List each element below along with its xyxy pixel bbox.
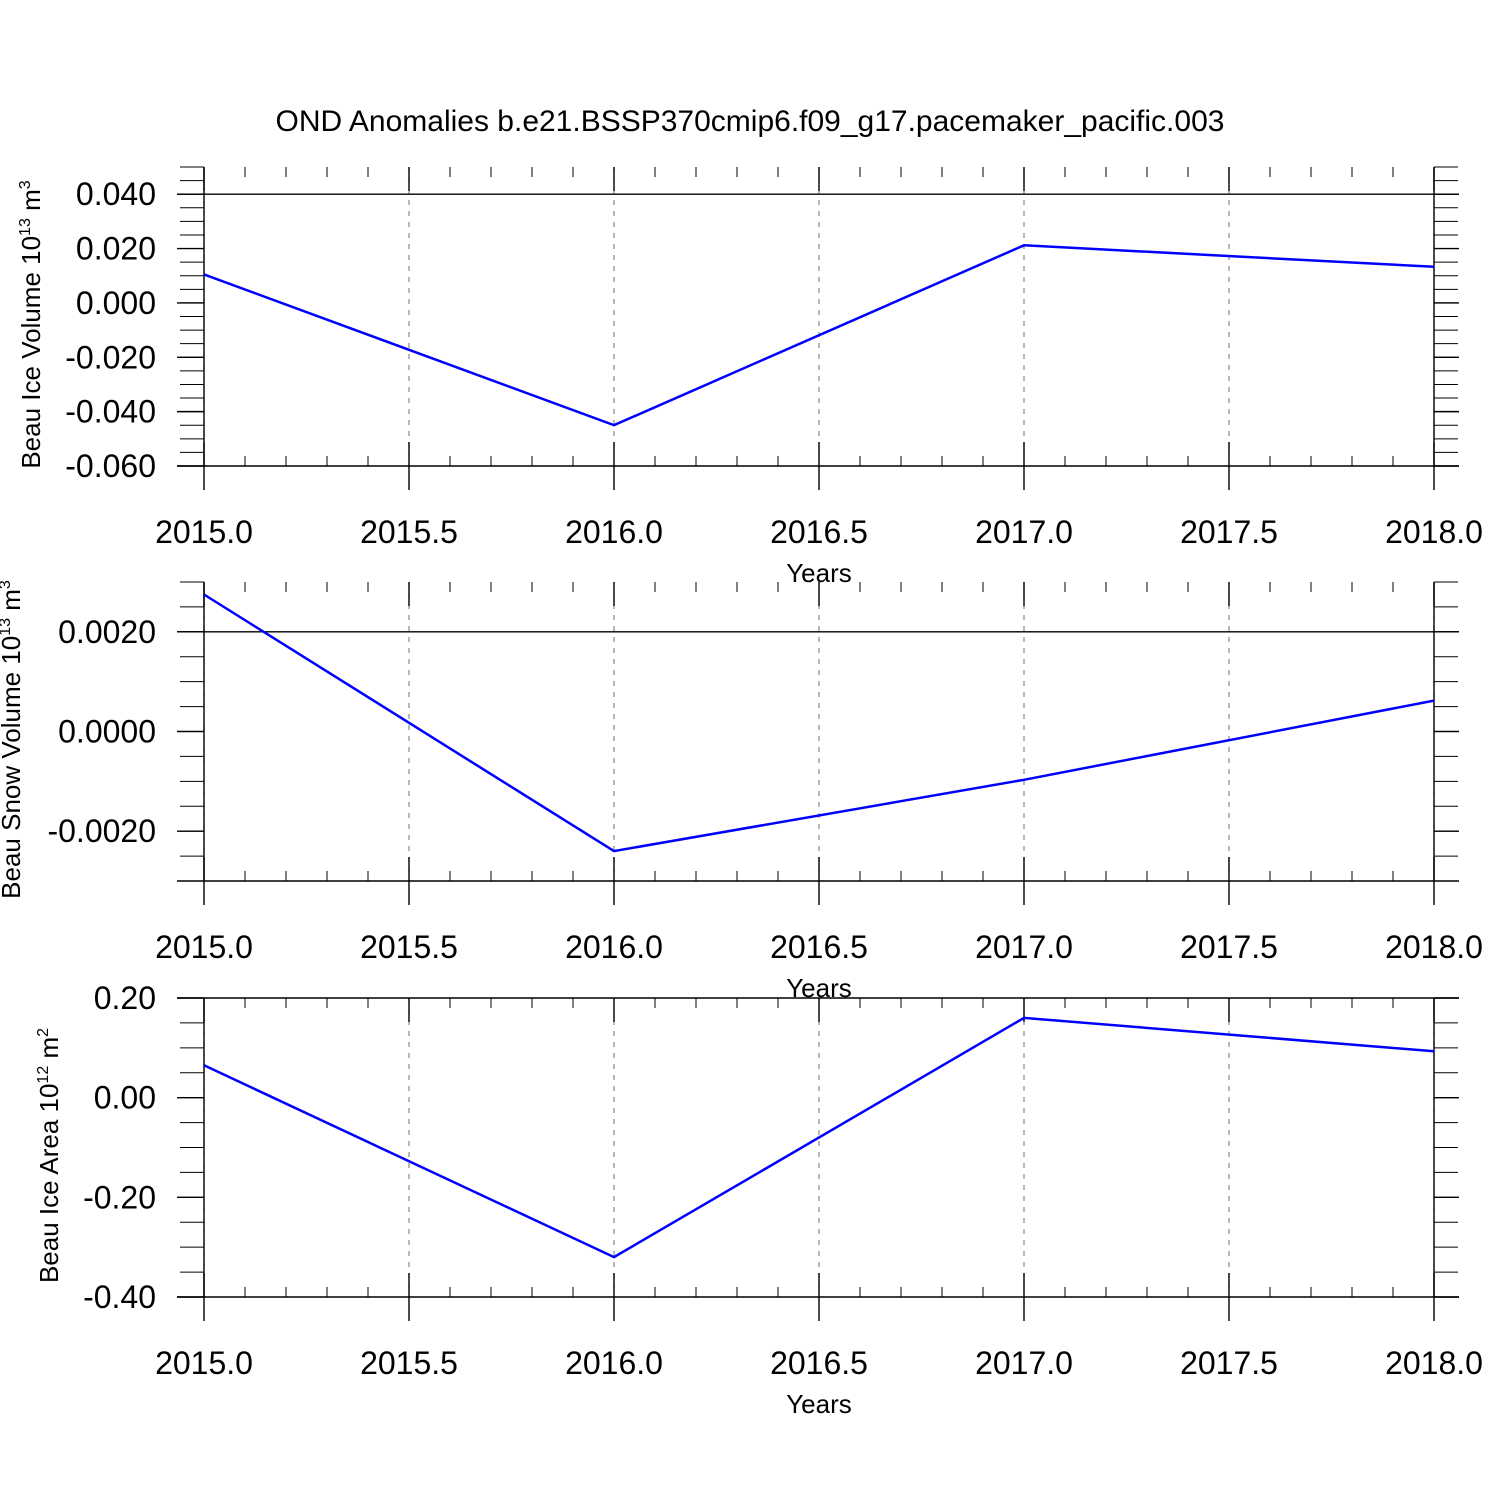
x-tick-label: 2016.5 — [770, 514, 868, 550]
x-tick-label: 2015.0 — [155, 1345, 253, 1381]
panel-3: 2015.0 2015.5 2016.0 2016.5 2017.0 2017.5 2018… — [34, 980, 1483, 1419]
x-tick-label: 2018.0 — [1385, 929, 1483, 965]
x-tick-label: 2015.5 — [360, 929, 458, 965]
x-tick-label: 2015.0 — [155, 929, 253, 965]
x-axis-label: Years — [786, 1389, 852, 1419]
y-tick-label: -0.020 — [65, 339, 156, 375]
y-tick-label: -0.040 — [65, 394, 156, 430]
panels: 2015.0 2015.5 2016.0 2016.5 2017.0 2017.5 2018… — [0, 166, 1483, 1419]
x-tick-label: 2016.0 — [565, 929, 663, 965]
y-tick-label: 0.020 — [76, 231, 156, 267]
panel-2: 2015.0 2015.5 2016.0 2016.5 2017.0 2017.5 2018… — [0, 580, 1483, 1003]
series-line — [203, 593, 1435, 853]
x-tick-label: 2017.0 — [975, 1345, 1073, 1381]
x-tick-label: 2017.5 — [1180, 514, 1278, 550]
x-tick-label: 2015.5 — [360, 1345, 458, 1381]
y-tick-label: 0.000 — [76, 285, 156, 321]
x-tick-label: 2017.5 — [1180, 1345, 1278, 1381]
y-tick-label: 0.040 — [76, 176, 156, 212]
series-line — [203, 1016, 1435, 1259]
panel-1: 2015.0 2015.5 2016.0 2016.5 2017.0 2017.5 2018… — [16, 166, 1483, 588]
x-tick-label: 2017.0 — [975, 929, 1073, 965]
figure-title: OND Anomalies b.e21.BSSP370cmip6.f09_g17… — [276, 105, 1225, 138]
x-tick-label: 2018.0 — [1385, 514, 1483, 550]
x-tick-label: 2016.5 — [770, 929, 868, 965]
x-tick-label: 2015.0 — [155, 514, 253, 550]
x-tick-label: 2016.0 — [565, 1345, 663, 1381]
y-tick-label: -0.40 — [83, 1279, 156, 1315]
x-tick-label: 2017.5 — [1180, 929, 1278, 965]
y-tick-label: 0.00 — [94, 1080, 156, 1116]
y-tick-label: 0.20 — [94, 980, 156, 1016]
x-tick-label: 2017.0 — [975, 514, 1073, 550]
y-axis-label: Beau Ice Volume 1013 m3 — [16, 180, 46, 468]
y-tick-label: 0.0000 — [58, 714, 156, 750]
y-tick-label: 0.0020 — [58, 614, 156, 650]
y-axis-label: Beau Snow Volume 1013 m3 — [0, 580, 26, 899]
x-tick-label: 2016.0 — [565, 514, 663, 550]
series-line — [203, 244, 1435, 427]
y-axis-label: Beau Ice Area 1012 m2 — [34, 1028, 64, 1283]
x-tick-label: 2018.0 — [1385, 1345, 1483, 1381]
x-tick-label: 2015.5 — [360, 514, 458, 550]
x-tick-label: 2016.5 — [770, 1345, 868, 1381]
y-tick-label: -0.0020 — [47, 813, 156, 849]
y-tick-label: -0.060 — [65, 448, 156, 484]
y-tick-label: -0.20 — [83, 1179, 156, 1215]
